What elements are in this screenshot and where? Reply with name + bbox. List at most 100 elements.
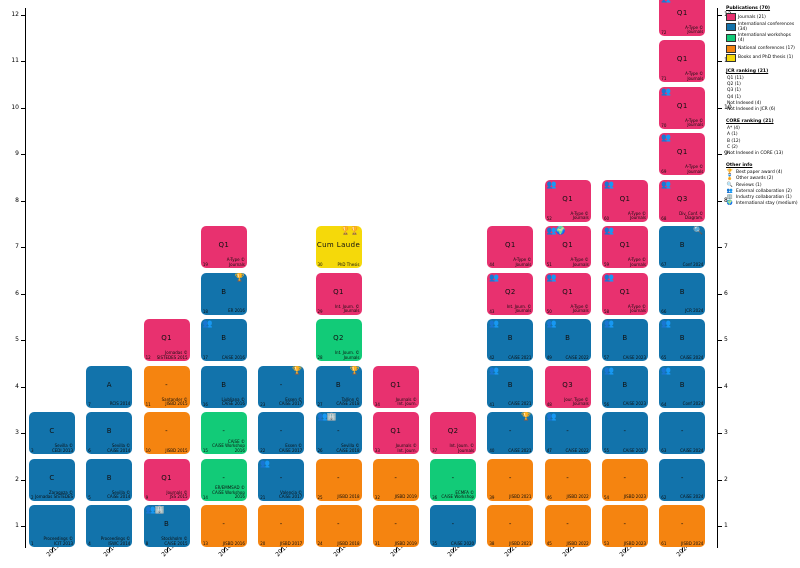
publication-tile[interactable]: - 36 ECMFA © CAiSE Workshop [430,458,477,501]
publication-tile[interactable]: 👥 🏢 - 26 Sevilla © CAiSE 2018 [315,412,362,454]
legend-item-label: Journals (21) [738,14,766,20]
publication-tile[interactable]: 👥 Q1 50 A-Type © Journals [544,272,591,315]
legend-item-reviews[interactable]: 🔍 Reviews (1) [726,182,798,188]
publication-tile[interactable]: Q2 28 Int. Journ. © Journals [315,319,362,361]
y-tick-label: 5 [15,336,19,343]
publication-tile[interactable]: - 32 JISBD 2019 [372,458,419,501]
publication-tile[interactable]: 👥 - 47 CAiSE 2022 [544,412,591,454]
publication-tile[interactable]: - 61 JISBD 2024 [659,505,706,547]
legend-item-international-stay[interactable]: 🌍 International stay (medium) [726,201,798,207]
publication-tile[interactable]: 👥 B 42 CAiSE 2021 [487,319,534,361]
legend-item-industry-collaboration[interactable]: 🏢 Industry collaboration (1) [726,194,798,200]
publication-tile[interactable]: 👥 B 64 Conf 2024 [659,365,706,408]
publication-tile[interactable]: 👥 - 21 Valencia © CAiSE 2017 [258,458,305,501]
publication-tile[interactable]: 👥 🌍 Q1 51 A-Type © Journals [544,226,591,268]
publication-tile[interactable]: - 24 JISBD 2018 [315,505,362,547]
legend-item-label: International workshops (4) [738,33,791,44]
tile-meta-label: A-Type © Journals [513,257,532,267]
y-tick-label-right: 3 [724,429,728,436]
publication-tile[interactable]: Q1 12 Jornadas © SISTEDES 2015 [143,319,190,361]
publication-tile[interactable]: B 6 Sevilla © CAiSE 2014 [86,412,133,454]
publication-tile[interactable]: - 10 JISBD 2015 [143,412,190,454]
publication-tile[interactable]: 👥 B 56 CAiSE 2023 [602,365,648,408]
tile-rank-label: - [623,473,627,482]
publication-tile[interactable]: - 15 CAiSE © CAiSE Workshop 2016 [200,412,247,454]
legend-jcr-title: JCR ranking (21) [726,68,769,74]
legend-item-external-collaboration[interactable]: 👥 External collaboration (2) [726,188,798,194]
publication-tile[interactable]: 🏆 🏆 Cum Laude 30 PhD Thesis [315,226,362,268]
publication-tile[interactable]: 👥 Q1 52 A-Type © Journals [544,179,591,222]
publication-tile[interactable]: Q2 37 Int. Journ. © Journals [430,412,477,454]
publication-tile[interactable]: - 25 JISBD 2018 [315,458,362,501]
publication-tile[interactable]: - 13 JISBD 2016 [200,505,247,547]
publication-tile[interactable]: 4 Proceedings © ISWC 2014 [86,505,133,547]
publication-tile[interactable]: 🔍 B 67 Conf 2024 [659,226,706,268]
legend-item-journals[interactable]: Journals (21) [726,13,798,21]
publication-tile[interactable]: - 35 CAiSE 2020 [430,505,477,547]
publication-tile[interactable]: 🏆 - 40 CAiSE 2021 [487,412,534,454]
publication-tile[interactable]: Q1 34 Journals © Int. Journ. [372,365,419,408]
publication-tile[interactable]: 👥 Q2 43 Int. Journ. © Journals [487,272,534,315]
publication-tile[interactable]: 👥 Q1 72 A-Type © Journals [659,0,706,36]
publication-tile[interactable]: 👥 Q1 70 A-Type © Journals [659,86,706,129]
publication-tile[interactable]: - 62 CAiSE 2024 [659,458,706,501]
publication-tile[interactable]: 👥 Q1 69 A-Type © Journals [659,133,706,175]
publication-tile[interactable]: - 54 JISBD 2023 [602,458,648,501]
publication-tile[interactable]: Q1 9 Journals © JSS 2015 [143,458,190,501]
publication-tile[interactable]: 👥 Q1 58 A-Type © Journals [602,272,648,315]
publication-tile[interactable]: B 16 Ljubljana © CAiSE 2016 [200,365,247,408]
publication-tile[interactable]: 1 Proceedings © ICIT 2013 [29,505,75,547]
publication-tile[interactable]: B 5 Sevilla © CAiSE 2014 [86,458,133,501]
tile-rank-label: - [508,520,512,528]
legend-item-best-paper-award[interactable]: 🏆 Best paper award (4) [726,170,798,176]
publication-tile[interactable]: C 3 Sevilla © CEDI 2013 [29,412,75,454]
publication-tile[interactable]: 👥 B 49 CAiSE 2022 [544,319,591,361]
publication-tile[interactable]: Q1 44 A-Type © Journals [487,226,534,268]
publication-tile[interactable]: 🏆 B 18 ER 2016 [200,272,247,315]
publication-tile[interactable]: - 39 JISBD 2021 [487,458,534,501]
tile-meta-label: JISBD 2022 [566,540,589,546]
tile-rank-label: B [565,334,571,342]
publication-tile[interactable]: 👥 Q1 60 A-Type © Journals [602,179,648,222]
tile-index: 29 [317,308,323,314]
publication-tile[interactable]: 👥 Q1 59 A-Type © Journals [602,226,648,268]
publication-tile[interactable]: B 66 JCR 2024 [659,272,706,315]
publication-tile[interactable]: - 14 ER/EMMSAD © CAiSE Workshop 2016 [200,458,247,501]
publication-tile[interactable]: - 11 Santander © JISBD 2015 [143,365,190,408]
publication-tile[interactable]: - 55 CAiSE 2023 [602,412,648,454]
x-tick-mark [109,548,111,552]
publication-tile[interactable]: A 7 RCIS 2014 [86,365,133,408]
publication-tile[interactable]: C 2 Zaragoza © Jornadas SISTEDES [29,458,75,501]
publication-tile[interactable]: - 53 JISBD 2023 [602,505,648,547]
publication-tile[interactable]: Q1 19 A-Type © Journals [200,226,247,268]
publication-tile[interactable]: 👥 B 41 CAiSE 2021 [487,365,534,408]
publication-tile[interactable]: 👥 B 57 CAiSE 2023 [602,319,648,361]
publication-tile[interactable]: 🏆 - 23 Essen © CAiSE 2017 [258,365,305,408]
publication-tile[interactable]: - 63 CAiSE 2024 [659,412,706,454]
publication-tile[interactable]: 👥 Q3 68 Div. Conf. © Diagram. [659,179,706,222]
tile-index: 25 [317,494,323,500]
publication-tile[interactable]: 👥 B 17 CAiSE 2016 [200,319,247,361]
tile-rank-label: B [106,473,112,482]
legend-item-books-phd-thesis[interactable]: Books and PhD thesis (1) [726,53,798,62]
publication-tile[interactable]: - 45 JISBD 2022 [544,505,591,547]
publication-tile[interactable]: 👥 🏢 B 8 Stockholm © CAiSE 2015 [143,505,190,547]
publication-tile[interactable]: Q1 71 A-Type © Journals [659,40,706,82]
legend-item-international-workshops[interactable]: International workshops (4) [726,33,798,43]
publication-tile[interactable]: - 31 JISBD 2019 [372,505,419,547]
publication-tile[interactable]: Q1 29 Int. Journ. © Journals [315,272,362,315]
tile-rank-label: Q1 [505,241,516,249]
publication-tile[interactable]: 🏆 B 27 Tallinn © CAiSE 2018 [315,365,362,408]
tile-index: 30 [317,262,323,267]
legend-item-other-awards[interactable]: 🏅 Other awards (2) [726,176,798,182]
publication-tile[interactable]: - 38 JISBD 2021 [487,505,534,547]
publication-tile[interactable]: - 46 JISBD 2022 [544,458,591,501]
legend-item-international-conferences[interactable]: International conferences (34) [726,22,798,32]
publication-tile[interactable]: Q1 33 Journals © Int. Journ. [372,412,419,454]
legend-item-national-conferences[interactable]: National conferences (17) [726,44,798,53]
publication-tile[interactable]: 👥 B 65 CAiSE 2024 [659,319,706,361]
publication-tile[interactable]: - 22 Essen © CAiSE 2017 [258,412,305,454]
publication-tile[interactable]: Q3 48 Jour. Type © Journals [544,365,591,408]
publication-tile[interactable]: - 20 JISBD 2017 [258,505,305,547]
tile-rank-label: - [222,427,226,435]
